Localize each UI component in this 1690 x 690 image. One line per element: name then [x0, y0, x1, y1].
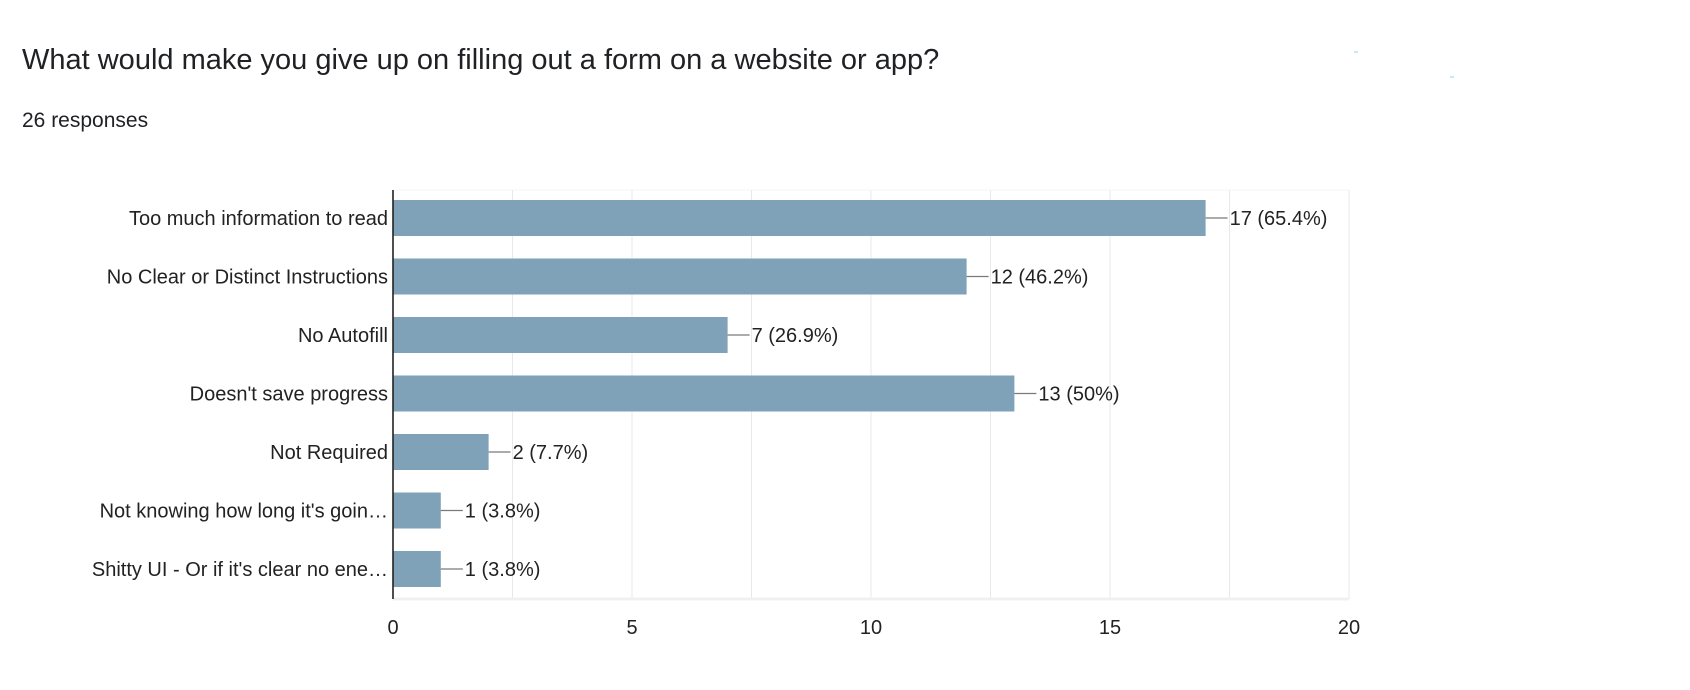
- data-label: 2 (7.7%): [513, 442, 589, 464]
- bar: [393, 317, 728, 353]
- faint-artifact: [1354, 51, 1358, 53]
- x-tick-label: 0: [387, 617, 398, 639]
- category-label: Shitty UI - Or if it's clear no ene…: [92, 559, 388, 581]
- data-label: 1 (3.8%): [465, 501, 541, 523]
- bar: [393, 434, 489, 470]
- x-tick-label: 10: [860, 617, 882, 639]
- question-title: What would make you give up on filling o…: [22, 44, 940, 76]
- bar: [393, 375, 1015, 412]
- category-label: Too much information to read: [129, 208, 388, 230]
- data-label: 13 (50%): [1038, 384, 1119, 406]
- data-label: 7 (26.9%): [752, 325, 839, 347]
- x-tick-label: 5: [626, 617, 637, 639]
- data-label: 1 (3.8%): [465, 559, 541, 581]
- bar: [393, 551, 441, 587]
- response-count: 26 responses: [22, 109, 149, 132]
- x-tick-label: 15: [1099, 617, 1121, 639]
- bar: [393, 492, 441, 529]
- category-label: No Clear or Distinct Instructions: [107, 267, 388, 289]
- category-label: No Autofill: [298, 325, 388, 347]
- data-label: 17 (65.4%): [1230, 208, 1328, 230]
- x-tick-label: 20: [1338, 617, 1360, 639]
- bar: [393, 258, 967, 295]
- category-label: Not knowing how long it's goin…: [100, 501, 388, 523]
- faint-artifact: [1450, 76, 1454, 78]
- category-label: Doesn't save progress: [190, 384, 388, 406]
- data-label: 12 (46.2%): [991, 267, 1089, 289]
- category-label: Not Required: [270, 442, 388, 464]
- bar: [393, 200, 1206, 236]
